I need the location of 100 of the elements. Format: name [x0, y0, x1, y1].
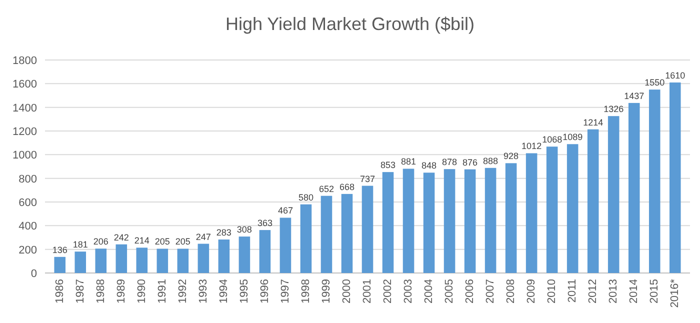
bar — [320, 196, 332, 273]
bar — [546, 146, 558, 273]
bar — [238, 236, 250, 273]
bar — [484, 168, 496, 273]
data-label: 737 — [360, 174, 376, 184]
data-label: 1326 — [604, 104, 624, 114]
x-tick-label: 2001 — [361, 279, 374, 304]
bar — [116, 244, 128, 273]
data-label: 668 — [339, 182, 355, 192]
data-label: 205 — [154, 236, 170, 247]
bar — [505, 163, 517, 273]
x-tick-label: 2005 — [443, 279, 456, 304]
y-tick-label: 1600 — [12, 78, 37, 91]
x-tick-label: 2013 — [608, 279, 620, 304]
bar — [669, 82, 681, 273]
x-tick-label: 2012 — [587, 279, 599, 304]
x-tick-label: 2014 — [628, 279, 640, 304]
x-tick-label: 2016* — [669, 278, 682, 308]
data-label: 363 — [257, 218, 272, 228]
data-label: 467 — [278, 206, 293, 216]
data-label: 848 — [422, 160, 437, 171]
x-tick-label: 1999 — [320, 279, 332, 304]
data-label: 1550 — [644, 78, 665, 88]
x-tick-label: 2003 — [402, 279, 414, 304]
data-label: 247 — [196, 232, 211, 242]
y-tick-label: 0 — [30, 268, 37, 280]
data-label: 1437 — [624, 90, 644, 101]
y-tick-label: 400 — [18, 220, 37, 233]
x-tick-label: 2007 — [484, 279, 496, 304]
data-label: 1089 — [562, 132, 583, 142]
x-tick-label: 2006 — [464, 279, 476, 304]
bar — [74, 252, 86, 273]
bar — [136, 248, 148, 273]
data-label: 205 — [175, 236, 190, 247]
x-tick-label: 2004 — [422, 279, 435, 304]
y-tick-label: 1200 — [12, 126, 37, 138]
bar — [218, 240, 230, 273]
bar — [95, 248, 107, 273]
x-tick-label: 1989 — [115, 279, 128, 304]
data-label: 652 — [318, 184, 334, 194]
x-tick-label: 2009 — [525, 279, 538, 304]
bar — [362, 186, 374, 273]
data-label: 928 — [504, 151, 519, 162]
x-tick-label: 1998 — [300, 279, 312, 304]
x-tick-label: 1986 — [54, 279, 66, 304]
bar — [444, 169, 456, 273]
bar — [423, 172, 435, 273]
bar — [608, 116, 620, 273]
bar — [280, 218, 292, 273]
data-label: 283 — [216, 228, 232, 238]
x-tick-label: 2015 — [648, 279, 661, 304]
data-label: 136 — [52, 244, 68, 255]
bar — [198, 244, 210, 273]
data-label: 1214 — [583, 117, 604, 128]
x-tick-label: 1994 — [218, 279, 230, 304]
x-tick-label: 1987 — [74, 279, 86, 304]
x-tick-label: 1990 — [136, 279, 148, 304]
data-label: 1610 — [665, 70, 686, 80]
bar — [464, 169, 476, 273]
bar — [259, 230, 271, 273]
bar — [341, 194, 353, 273]
x-tick-label: 1996 — [258, 279, 271, 304]
y-tick-label: 1400 — [12, 102, 37, 114]
bar — [526, 153, 538, 273]
data-label: 214 — [134, 236, 150, 246]
data-label: 206 — [93, 236, 108, 247]
data-label: 1012 — [522, 141, 542, 152]
data-label: 1068 — [542, 134, 562, 145]
x-tick-label: 1995 — [238, 279, 250, 304]
bar — [648, 90, 660, 273]
y-tick-label: 1000 — [12, 150, 37, 162]
y-tick-label: 600 — [18, 197, 37, 209]
data-label: 878 — [442, 157, 458, 168]
bar — [177, 248, 189, 273]
chart-title: High Yield Market Growth ($bil) — [225, 14, 475, 34]
data-label: 888 — [483, 156, 498, 166]
x-tick-label: 1997 — [279, 279, 292, 304]
bar — [156, 248, 168, 273]
x-tick-label: 1991 — [156, 279, 168, 304]
data-label: 580 — [298, 192, 314, 202]
data-label: 876 — [462, 157, 478, 168]
data-label: 853 — [380, 160, 396, 170]
x-tick-label: 2010 — [546, 279, 558, 304]
data-label: 242 — [114, 232, 129, 242]
y-tick-label: 200 — [18, 244, 37, 256]
x-tick-label: 2011 — [566, 279, 578, 303]
y-tick-label: 1800 — [12, 55, 37, 67]
bar — [402, 168, 414, 273]
x-tick-label: 2002 — [382, 279, 394, 304]
x-tick-label: 2000 — [340, 279, 353, 304]
y-tick-label: 800 — [18, 173, 37, 186]
bar — [54, 256, 66, 273]
data-label: 881 — [401, 156, 416, 167]
data-label: 181 — [72, 240, 88, 250]
data-label: 308 — [236, 224, 252, 235]
bar — [566, 144, 578, 273]
x-tick-label: 1988 — [94, 279, 107, 304]
bar — [628, 102, 640, 273]
x-tick-label: 2008 — [504, 279, 517, 304]
x-tick-label: 1993 — [197, 279, 210, 304]
